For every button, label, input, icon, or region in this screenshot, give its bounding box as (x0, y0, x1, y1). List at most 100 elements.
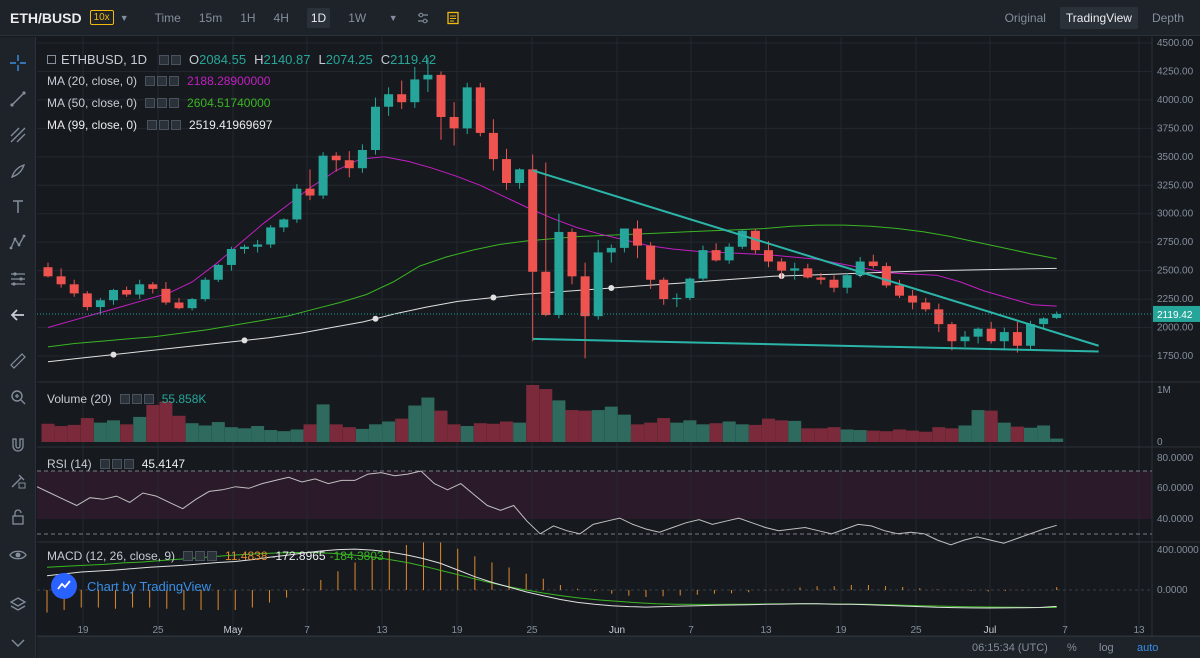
candle-body (135, 284, 145, 295)
volume-bar (251, 426, 265, 442)
candle-body (973, 328, 983, 337)
chevron-down-icon[interactable]: ▼ (119, 12, 129, 23)
ma99-settings-icon[interactable] (159, 120, 170, 130)
ma50-close-icon[interactable] (169, 98, 180, 108)
tab-1w[interactable]: 1W (348, 10, 367, 25)
rsi-eye-icon[interactable] (99, 459, 110, 469)
volume-bar (526, 385, 540, 442)
legend-settings-icon[interactable] (170, 54, 181, 65)
volume-settings-icon[interactable] (131, 394, 142, 404)
ma50-eye-icon[interactable] (145, 98, 156, 108)
fib-tool-icon[interactable] (6, 123, 30, 147)
date-tick-label: 7 (304, 625, 310, 636)
timeframe-dropdown-icon[interactable]: ▼ (388, 12, 398, 23)
macd-line (46, 548, 1057, 609)
ma50-value: 2604.51740000 (187, 96, 271, 110)
date-tick-label: Jul (984, 625, 997, 636)
tab-time[interactable]: Time (154, 10, 181, 25)
legend-eye-icon[interactable] (158, 54, 169, 65)
volume-bar (67, 424, 81, 442)
macd-eye-icon[interactable] (183, 551, 194, 561)
leverage-badge[interactable]: 10x (89, 10, 114, 25)
chart-svg[interactable]: 4500.00 4250.00 4000.00 3750.00 3500.00 3250.… (37, 37, 1200, 636)
candle-body (777, 261, 787, 271)
candle-body (475, 87, 485, 133)
chart-area[interactable]: 4500.00 4250.00 4000.00 3750.00 3500.00 3250.… (37, 37, 1200, 658)
log-toggle[interactable]: log (1099, 642, 1114, 654)
zoom-in-icon[interactable] (6, 385, 30, 409)
view-tradingview[interactable]: TradingView (1059, 7, 1138, 29)
crosshair-icon[interactable] (6, 51, 30, 75)
prediction-tool-icon[interactable] (6, 267, 30, 291)
rsi-value: 45.4147 (141, 457, 186, 471)
volume-bar (1024, 427, 1037, 442)
ma99-close-icon[interactable] (171, 120, 182, 130)
ma20-settings-icon[interactable] (157, 76, 168, 86)
ma50-settings-icon[interactable] (157, 98, 168, 108)
ma99-marker (490, 294, 497, 301)
current-price-tag: 2119.42 (1157, 310, 1193, 321)
tab-1h[interactable]: 1H (240, 10, 256, 25)
magnet-icon[interactable] (6, 433, 30, 457)
macd-value-1: 11.4838 (225, 549, 268, 563)
pattern-tool-icon[interactable] (6, 231, 30, 255)
volume-bar (840, 429, 854, 442)
view-depth[interactable]: Depth (1151, 11, 1184, 25)
view-original[interactable]: Original (1004, 11, 1046, 25)
candle-body (305, 188, 315, 196)
candle-body (213, 264, 223, 280)
tab-15m[interactable]: 15m (198, 10, 223, 25)
candle-body (174, 302, 184, 309)
ruler-icon[interactable] (6, 349, 30, 373)
volume-bar (958, 425, 972, 442)
open-label: O (188, 52, 200, 67)
volume-bar (133, 416, 147, 442)
volume-close-icon[interactable] (143, 394, 154, 404)
arrow-left-icon[interactable] (6, 303, 30, 327)
trend-line-icon[interactable] (6, 87, 30, 111)
volume-bar (1037, 425, 1051, 442)
volume-bar (565, 410, 579, 442)
candle-body (69, 284, 79, 294)
percent-toggle[interactable]: % (1067, 642, 1077, 654)
indicator-settings-icon[interactable] (416, 11, 430, 25)
date-tick-label: May (224, 625, 243, 636)
auto-toggle[interactable]: auto (1137, 642, 1159, 654)
close-label: C (380, 52, 391, 67)
candle-body (226, 249, 236, 265)
candle-body (488, 132, 498, 160)
chevron-down-icon[interactable] (6, 631, 30, 655)
macd-close-icon[interactable] (207, 551, 218, 561)
low-label: L (318, 52, 326, 67)
lock-drawings-icon[interactable] (6, 469, 30, 493)
candle-body (279, 219, 289, 228)
legend-collapse-icon[interactable] (47, 55, 56, 64)
candle-body (816, 277, 826, 280)
rsi-legend: RSI (14) 45.4147 (47, 457, 185, 471)
text-tool-icon[interactable] (6, 195, 30, 219)
tab-1d[interactable]: 1D (306, 7, 331, 28)
drawing-toolbar (0, 37, 36, 658)
date-tick-label: 7 (688, 625, 694, 636)
notes-icon[interactable] (446, 11, 460, 25)
volume-bar (893, 429, 906, 442)
price-tick-label: 2250.00 (1157, 294, 1194, 305)
rsi-close-icon[interactable] (123, 459, 134, 469)
tradingview-badge[interactable]: Chart by TradingView (51, 573, 211, 599)
volume-eye-icon[interactable] (119, 394, 130, 404)
volume-bar (814, 428, 828, 442)
volume-bar (408, 405, 422, 442)
volume-bar (683, 420, 697, 442)
layers-icon[interactable] (6, 593, 30, 617)
tab-4h[interactable]: 4H (273, 10, 289, 25)
eye-icon[interactable] (6, 543, 30, 567)
rsi-settings-icon[interactable] (111, 459, 122, 469)
ma20-eye-icon[interactable] (145, 76, 156, 86)
pair-title[interactable]: ETH/BUSD (10, 9, 82, 26)
candle-body (56, 276, 66, 285)
ma20-close-icon[interactable] (169, 76, 180, 86)
ma99-eye-icon[interactable] (147, 120, 158, 130)
macd-settings-icon[interactable] (195, 551, 206, 561)
brush-icon[interactable] (6, 159, 30, 183)
lock-icon[interactable] (6, 505, 30, 529)
